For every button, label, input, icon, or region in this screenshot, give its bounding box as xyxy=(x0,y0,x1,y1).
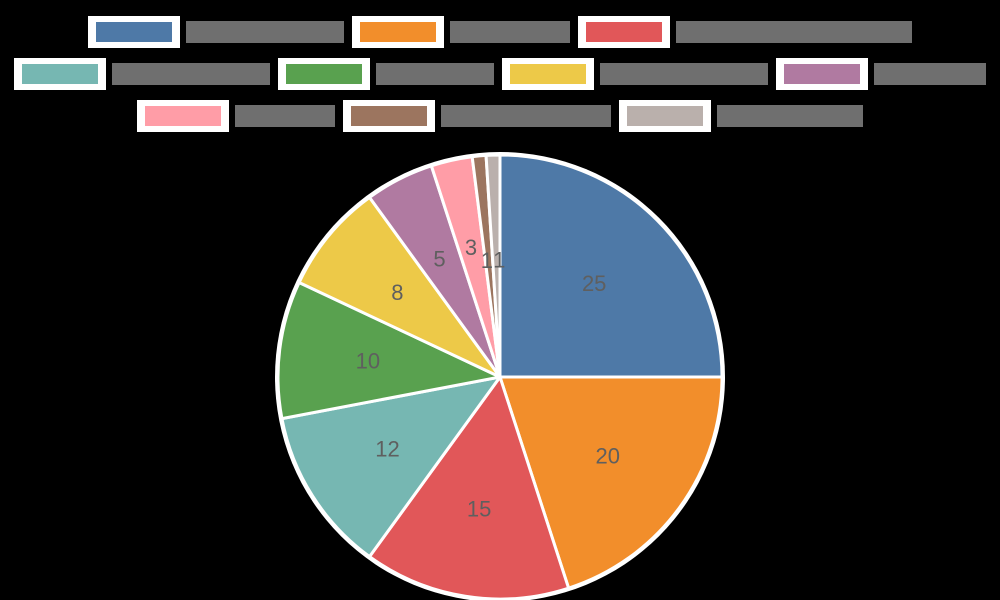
legend-swatch-frame xyxy=(502,58,594,90)
slice-value-label: 25 xyxy=(582,271,606,296)
pie-slice[interactable] xyxy=(276,280,502,421)
legend-row: Category 1 (label illegible) Category 2 (… xyxy=(0,16,1000,48)
legend-row: Category 4 (label illegible) Category 5 (… xyxy=(0,58,1000,90)
legend-swatch xyxy=(586,22,662,42)
legend-swatch xyxy=(627,106,703,126)
legend-swatch xyxy=(360,22,436,42)
legend-item[interactable]: Category 5 (label illegible) xyxy=(278,58,494,90)
legend-swatch xyxy=(351,106,427,126)
legend-label: Category 10 (label illegible) xyxy=(717,105,863,127)
legend-swatch xyxy=(145,106,221,126)
pie-slice[interactable] xyxy=(368,375,571,600)
pie-slice[interactable] xyxy=(498,375,724,590)
legend-swatch xyxy=(784,64,860,84)
legend-swatch xyxy=(510,64,586,84)
pie-slice[interactable] xyxy=(280,375,502,559)
slice-value-label: 1 xyxy=(493,247,505,272)
legend-item[interactable]: Category 10 (label illegible) xyxy=(619,100,863,132)
legend-label: Category 8 (label illegible) xyxy=(235,105,335,127)
legend-swatch xyxy=(96,22,172,42)
legend-label: Category 1 (label illegible) xyxy=(186,21,344,43)
legend-swatch-frame xyxy=(352,16,444,48)
slice-value-label: 8 xyxy=(391,280,403,305)
legend-swatch-frame xyxy=(776,58,868,90)
legend-item[interactable]: Category 6 (label illegible) xyxy=(502,58,768,90)
legend-item[interactable]: Category 4 (label illegible) xyxy=(14,58,270,90)
slice-value-label: 10 xyxy=(356,348,380,373)
slice-value-label: 1 xyxy=(481,248,493,273)
legend-label: Category 3 (label illegible) xyxy=(676,21,912,43)
legend-item[interactable]: Category 8 (label illegible) xyxy=(137,100,335,132)
legend-label: Category 5 (label illegible) xyxy=(376,63,494,85)
legend-swatch-frame xyxy=(619,100,711,132)
legend-label: Category 9 (label illegible) xyxy=(441,105,611,127)
legend-swatch xyxy=(22,64,98,84)
slice-value-label: 12 xyxy=(375,436,399,461)
slice-value-label: 15 xyxy=(467,497,491,522)
pie-slice[interactable] xyxy=(484,153,502,379)
legend-item[interactable]: Category 3 (label illegible) xyxy=(578,16,912,48)
legend-label: Category 2 (label illegible) xyxy=(450,21,570,43)
legend-swatch-frame xyxy=(578,16,670,48)
legend-swatch-frame xyxy=(137,100,229,132)
legend-item[interactable]: Category 2 (label illegible) xyxy=(352,16,570,48)
legend-label: Category 7 (label illegible) xyxy=(874,63,986,85)
slice-value-label: 20 xyxy=(596,443,620,468)
legend-item[interactable]: Category 9 (label illegible) xyxy=(343,100,611,132)
legend-swatch-frame xyxy=(278,58,370,90)
legend-swatch-frame xyxy=(88,16,180,48)
legend-item[interactable]: Category 1 (label illegible) xyxy=(88,16,344,48)
slice-value-label: 3 xyxy=(465,235,477,260)
legend-swatch xyxy=(286,64,362,84)
legend-swatch-frame xyxy=(14,58,106,90)
legend-row: Category 8 (label illegible) Category 9 (… xyxy=(0,100,1000,132)
legend-label: Category 6 (label illegible) xyxy=(600,63,768,85)
slice-value-label: 5 xyxy=(433,246,445,271)
pie-slice[interactable] xyxy=(297,195,502,379)
legend-item[interactable]: Category 7 (label illegible) xyxy=(776,58,986,90)
pie-slice[interactable] xyxy=(498,153,724,379)
legend-swatch-frame xyxy=(343,100,435,132)
legend-label: Category 4 (label illegible) xyxy=(112,63,270,85)
